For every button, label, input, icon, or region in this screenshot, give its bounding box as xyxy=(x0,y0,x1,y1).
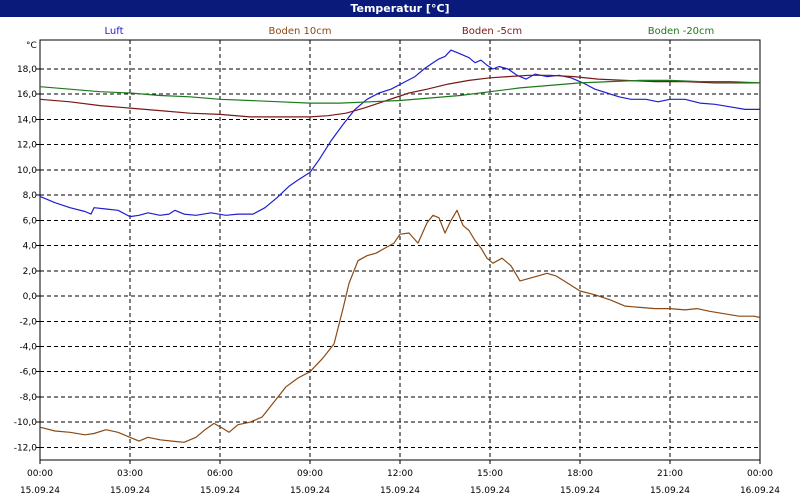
legend-label-boden-10cm: Boden 10cm xyxy=(268,26,332,37)
y-tick-label: 18,0 xyxy=(17,65,37,75)
y-tick-label: -12,0 xyxy=(14,443,38,453)
y-tick-label: -10,0 xyxy=(14,418,38,428)
series-line-boden-20cm xyxy=(39,79,761,104)
x-tick-time-label: 12:00 xyxy=(387,469,413,479)
y-tick-label: 16,0 xyxy=(17,90,37,100)
y-axis-unit-label: °C xyxy=(26,41,37,51)
x-tick-date-label: 15.09.24 xyxy=(560,486,600,496)
x-tick-time-label: 00:00 xyxy=(27,469,53,479)
x-tick-time-label: 18:00 xyxy=(567,469,593,479)
x-tick-time-label: 15:00 xyxy=(477,469,503,479)
chart-title: Temperatur [°C] xyxy=(0,0,800,17)
y-tick-label: 8,0 xyxy=(23,191,38,201)
x-tick-time-label: 09:00 xyxy=(297,469,323,479)
x-tick-time-label: 21:00 xyxy=(657,469,683,479)
y-tick-label: 4,0 xyxy=(23,242,38,252)
x-tick-date-label: 15.09.24 xyxy=(470,486,510,496)
y-tick-label: -8,0 xyxy=(19,393,37,403)
y-tick-label: -6,0 xyxy=(19,368,37,378)
legend-label-boden-5cm: Boden -5cm xyxy=(461,26,523,37)
y-tick-label: 14,0 xyxy=(17,115,37,125)
x-tick-date-label: 15.09.24 xyxy=(200,486,240,496)
x-tick-date-label: 15.09.24 xyxy=(110,486,150,496)
legend-label-boden-20cm: Boden -20cm xyxy=(647,26,715,37)
y-tick-label: -4,0 xyxy=(19,342,37,352)
y-tick-label: 0,0 xyxy=(23,292,38,302)
x-tick-date-label: 15.09.24 xyxy=(20,486,60,496)
x-tick-time-label: 06:00 xyxy=(207,469,233,479)
x-tick-date-label: 15.09.24 xyxy=(290,486,330,496)
y-tick-label: 12,0 xyxy=(17,141,37,151)
y-tick-label: 6,0 xyxy=(23,216,38,226)
y-tick-label: 2,0 xyxy=(23,267,38,277)
x-tick-time-label: 03:00 xyxy=(117,469,143,479)
x-tick-date-label: 15.09.24 xyxy=(380,486,420,496)
y-tick-label: 10,0 xyxy=(17,166,37,176)
x-tick-time-label: 00:00 xyxy=(747,469,773,479)
x-tick-date-label: 16.09.24 xyxy=(740,486,780,496)
legend-label-luft: Luft xyxy=(104,26,124,37)
series-line-boden-10cm xyxy=(39,209,761,443)
y-tick-label: -2,0 xyxy=(19,317,37,327)
series-line-luft xyxy=(39,49,760,218)
x-tick-date-label: 15.09.24 xyxy=(650,486,690,496)
